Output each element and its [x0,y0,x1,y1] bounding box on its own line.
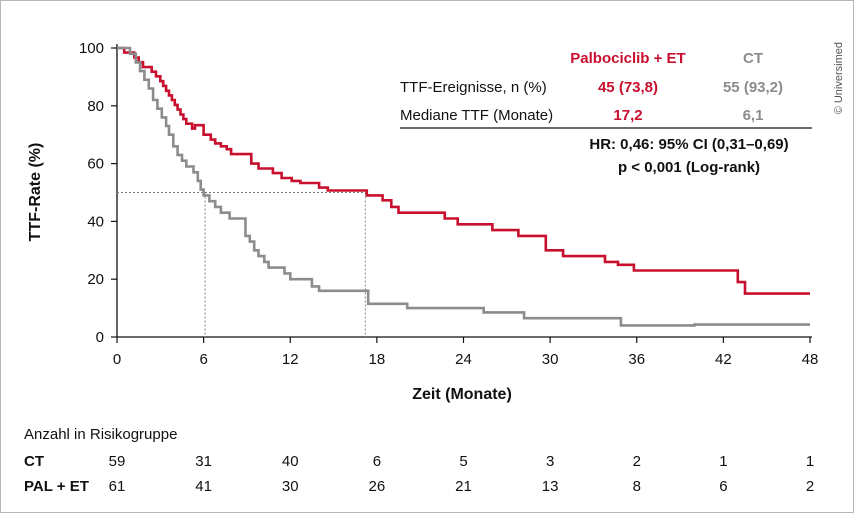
stats-header-ct: CT [743,50,763,67]
stats-row1-label: TTF-Ereignisse, n (%) [400,79,547,96]
survival-curves [117,46,810,327]
risk-value-pal: 41 [195,478,212,495]
x-tick-label: 0 [113,351,121,368]
stats-header-pal: Palbociclib + ET [570,50,685,67]
risk-value-pal: 61 [109,478,126,495]
y-tick-label: 60 [87,156,104,173]
risk-table: Anzahl in Risikogruppe CT 59 31 40 6 5 3 2 1 1PAL… [24,426,814,495]
stats-row2-ct: 6,1 [743,107,764,124]
risk-value-ct: 40 [282,453,299,470]
x-tick-label: 6 [199,351,207,368]
stats-row1-ct: 55 (93,2) [723,79,783,96]
risk-value-ct: 5 [459,453,467,470]
x-tick-label: 12 [282,351,299,368]
stats-p: p < 0,001 (Log-rank) [618,159,760,176]
x-tick-label: 42 [715,351,732,368]
risk-value-ct: 1 [719,453,727,470]
stats-table: Palbociclib + ET CT TTF-Ereignisse, n (%… [400,50,812,176]
risk-value-pal: 30 [282,478,299,495]
risk-value-ct: 3 [546,453,554,470]
risk-value-pal: 8 [633,478,641,495]
risk-value-pal: 6 [719,478,727,495]
x-tick-label: 48 [802,351,819,368]
risk-value-ct: 59 [109,453,126,470]
risk-value-ct: 1 [806,453,814,470]
x-axis-label: Zeit (Monate) [412,386,512,403]
risk-value-pal: 2 [806,478,814,495]
risk-row-label-ct: CT [24,453,44,470]
y-tick-label: 20 [87,271,104,288]
risk-row-label-pal: PAL + ET [24,478,89,495]
copyright-notice: © Universimed [833,42,845,114]
risk-table-title: Anzahl in Risikogruppe [24,426,177,443]
risk-value-ct: 6 [373,453,381,470]
x-tick-label: 36 [628,351,645,368]
tick-labels: 0 20 40 60 80 100 0 6 12 18 24 30 36 42 48 [79,40,818,368]
series-line-ct [117,46,810,327]
risk-value-pal: 26 [369,478,386,495]
y-tick-label: 80 [87,98,104,115]
y-axis-label: TTF-Rate (%) [27,143,44,242]
stats-row1-pal: 45 (73,8) [598,79,658,96]
series-line-pal [117,46,810,295]
x-tick-label: 24 [455,351,472,368]
axes [111,44,812,343]
risk-value-pal: 21 [455,478,472,495]
risk-value-pal: 13 [542,478,559,495]
x-tick-label: 30 [542,351,559,368]
stats-row2-pal: 17,2 [613,107,642,124]
stats-hr: HR: 0,46: 95% CI (0,31–0,69) [589,136,788,153]
x-tick-label: 18 [369,351,386,368]
median-guides [117,192,366,337]
y-tick-label: 100 [79,40,104,57]
stats-row2-label: Mediane TTF (Monate) [400,107,553,124]
risk-value-ct: 2 [633,453,641,470]
y-tick-label: 40 [87,213,104,230]
risk-value-ct: 31 [195,453,212,470]
y-tick-label: 0 [96,329,104,346]
